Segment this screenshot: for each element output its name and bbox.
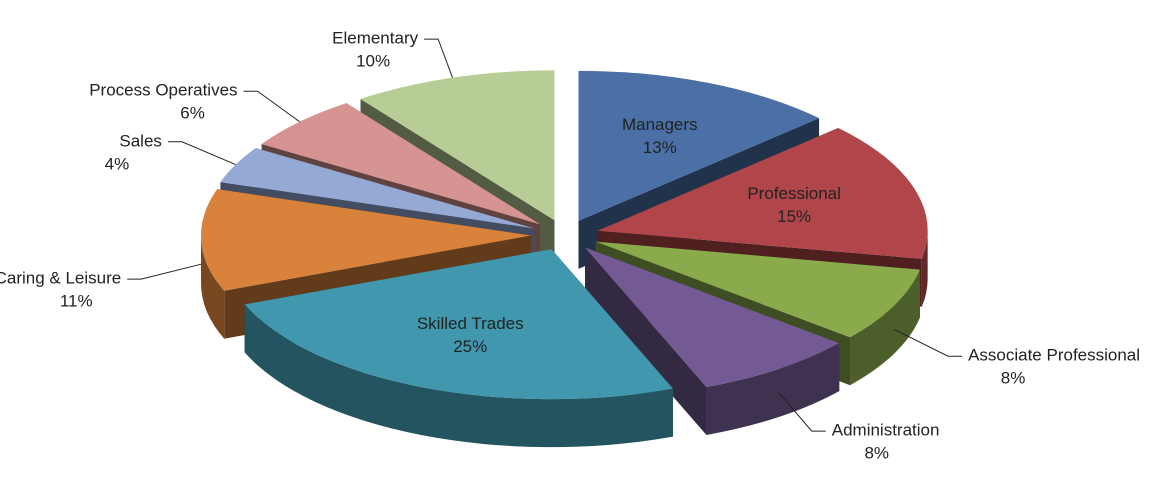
slice-top	[578, 70, 820, 221]
slice-value: 10%	[356, 52, 390, 71]
slice-top	[261, 103, 541, 225]
slice-label: Elementary	[332, 29, 418, 48]
slice-wall	[706, 343, 840, 435]
leader-line	[894, 328, 963, 357]
slice-value: 11%	[60, 292, 93, 311]
slice	[584, 247, 840, 435]
slice-value: 25%	[453, 337, 487, 356]
slice-value: 15%	[777, 207, 811, 226]
slice-top	[360, 70, 555, 221]
slice-top	[597, 128, 928, 259]
slice-wall	[201, 235, 225, 339]
slice-value: 6%	[180, 104, 205, 123]
slice-label: Skilled Trades	[417, 314, 524, 333]
slice-label: Managers	[622, 115, 698, 134]
slice-value: 4%	[105, 154, 130, 173]
slice-top	[595, 241, 920, 338]
slice-top	[201, 189, 532, 291]
leader-line	[424, 38, 453, 78]
slice-value: 13%	[643, 138, 677, 157]
slice-top	[584, 247, 840, 387]
slice-wall	[921, 230, 928, 307]
slice-label: Process Operatives	[89, 81, 237, 100]
slice-value: 8%	[1001, 369, 1026, 388]
slice-value: 8%	[864, 444, 889, 463]
slice-wall	[244, 304, 673, 448]
slice-top	[244, 249, 673, 400]
leader-line	[127, 263, 202, 280]
slice-label: Associate Professional	[968, 346, 1140, 365]
slice	[244, 249, 673, 448]
slice-side	[584, 247, 707, 435]
slice-label: Sales	[119, 131, 162, 150]
leader-line	[167, 141, 236, 166]
leader-line	[243, 90, 300, 123]
leader-line	[778, 392, 826, 432]
slice-label: Administration	[832, 421, 940, 440]
slice-label: Professional	[747, 184, 841, 203]
slice-wall	[850, 269, 920, 386]
slice-label: Caring & Leisure	[0, 269, 121, 288]
slice-top	[220, 148, 535, 229]
